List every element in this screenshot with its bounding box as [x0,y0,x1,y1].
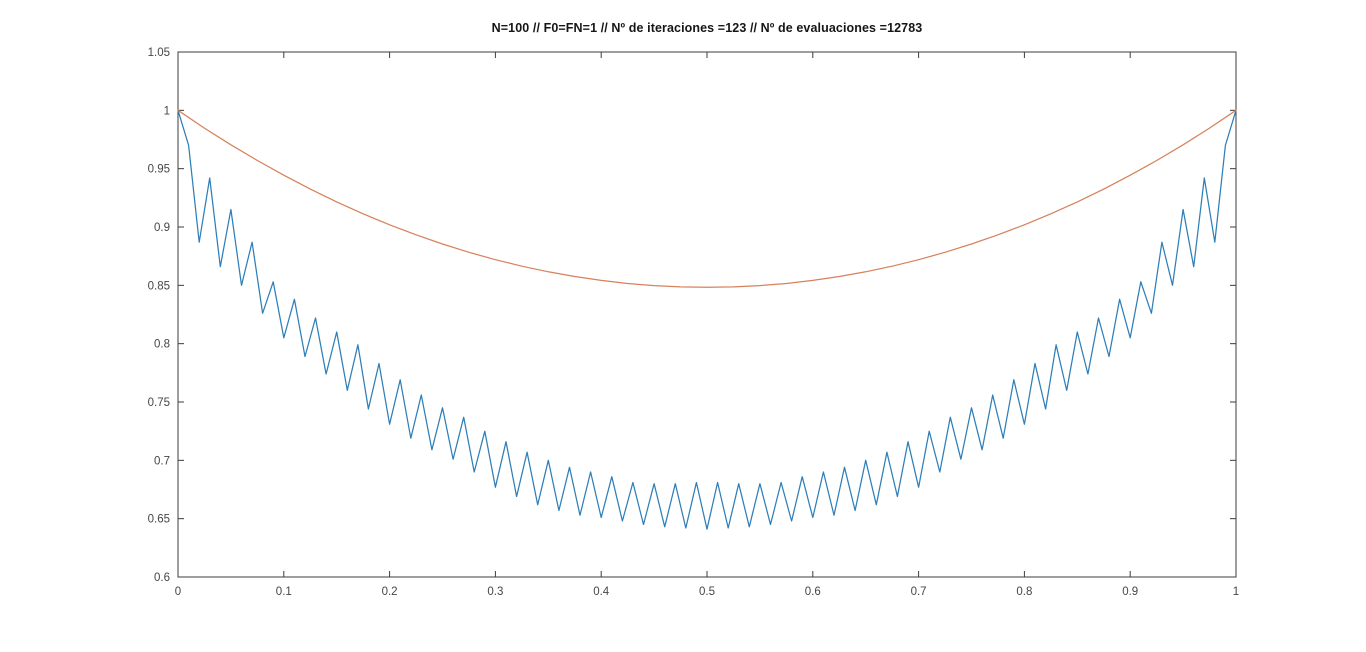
smooth-catenary-curve [177,109,1237,288]
x-tick-label: 0.7 [911,586,927,598]
x-tick-label: 0.3 [487,586,503,598]
y-tick-label: 0.65 [148,514,170,526]
y-tick-label: 1.05 [148,47,170,59]
zigzag-discrete-solution [177,109,1237,530]
y-tick-label: 0.8 [154,339,170,351]
y-tick-label: 0.85 [148,280,170,292]
plot-title: N=100 // F0=FN=1 // Nº de iteraciones =1… [491,21,923,35]
x-tick-label: 0.1 [276,586,292,598]
y-tick-label: 0.7 [154,455,170,467]
y-tick-label: 0.95 [148,164,170,176]
x-tick-label: 0.5 [699,586,715,598]
y-tick-label: 0.6 [154,572,170,584]
y-tick-label: 1 [164,105,170,117]
x-tick-label: 0 [175,586,181,598]
x-tick-label: 1 [1233,586,1239,598]
x-tick-label: 0.2 [382,586,398,598]
y-tick-label: 0.75 [148,397,170,409]
axes-box [177,51,1237,578]
y-tick-label: 0.9 [154,222,170,234]
x-tick-label: 0.4 [593,586,610,598]
x-tick-label: 0.8 [1016,586,1032,598]
x-tick-label: 0.6 [805,586,821,598]
x-tick-label: 0.9 [1122,586,1138,598]
